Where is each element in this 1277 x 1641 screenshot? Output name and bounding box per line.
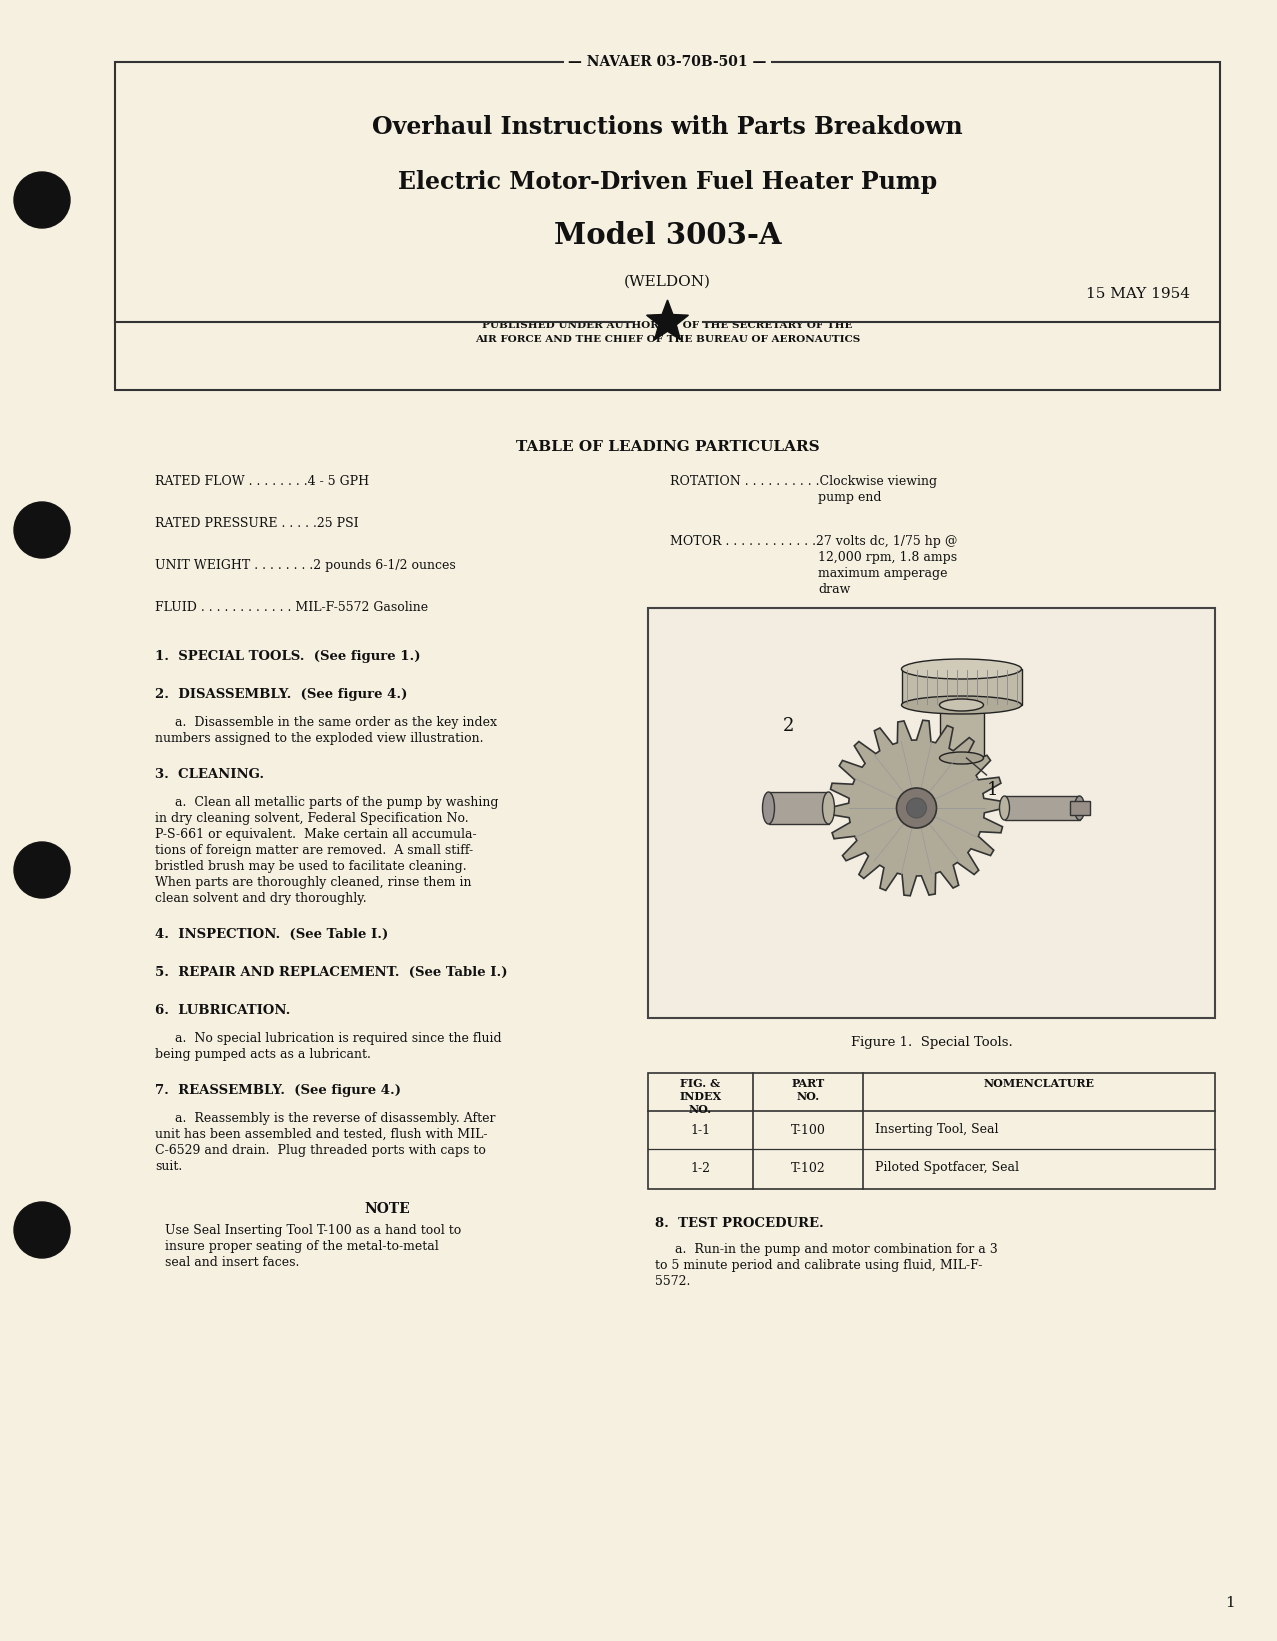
- Text: (WELDON): (WELDON): [624, 276, 711, 289]
- Text: RATED FLOW . . . . . . . .4 - 5 GPH: RATED FLOW . . . . . . . .4 - 5 GPH: [155, 474, 369, 487]
- Text: 15 MAY 1954: 15 MAY 1954: [1085, 287, 1190, 300]
- Text: AIR FORCE AND THE CHIEF OF THE BUREAU OF AERONAUTICS: AIR FORCE AND THE CHIEF OF THE BUREAU OF…: [475, 335, 861, 345]
- Text: FIG. &
INDEX
NO.: FIG. & INDEX NO.: [679, 1078, 722, 1114]
- Text: 5.  REPAIR AND REPLACEMENT.  (See Table I.): 5. REPAIR AND REPLACEMENT. (See Table I.…: [155, 967, 507, 980]
- Text: 1: 1: [987, 781, 999, 799]
- FancyBboxPatch shape: [115, 62, 1220, 391]
- Text: Overhaul Instructions with Parts Breakdown: Overhaul Instructions with Parts Breakdo…: [372, 115, 963, 139]
- Text: unit has been assembled and tested, flush with MIL-: unit has been assembled and tested, flus…: [155, 1127, 488, 1140]
- Ellipse shape: [1074, 796, 1084, 820]
- Text: FLUID . . . . . . . . . . . . MIL-F-5572 Gasoline: FLUID . . . . . . . . . . . . MIL-F-5572…: [155, 601, 428, 614]
- Text: 8.  TEST PROCEDURE.: 8. TEST PROCEDURE.: [655, 1218, 824, 1231]
- Text: insure proper seating of the metal-to-metal: insure proper seating of the metal-to-me…: [165, 1241, 439, 1254]
- Bar: [1070, 801, 1089, 816]
- Text: ROTATION . . . . . . . . . .Clockwise viewing: ROTATION . . . . . . . . . .Clockwise vi…: [670, 474, 937, 487]
- Text: 4.  INSPECTION.  (See Table I.): 4. INSPECTION. (See Table I.): [155, 929, 388, 940]
- Text: P-S-661 or equivalent.  Make certain all accumula-: P-S-661 or equivalent. Make certain all …: [155, 829, 476, 840]
- Ellipse shape: [940, 752, 983, 765]
- Text: Piloted Spotfacer, Seal: Piloted Spotfacer, Seal: [875, 1162, 1019, 1175]
- Text: RATED PRESSURE . . . . .25 PSI: RATED PRESSURE . . . . .25 PSI: [155, 517, 359, 530]
- Circle shape: [14, 502, 70, 558]
- Text: Electric Motor-Driven Fuel Heater Pump: Electric Motor-Driven Fuel Heater Pump: [398, 171, 937, 194]
- Ellipse shape: [902, 660, 1022, 679]
- FancyBboxPatch shape: [647, 609, 1214, 1017]
- Text: seal and insert faces.: seal and insert faces.: [165, 1255, 299, 1268]
- Circle shape: [896, 788, 936, 829]
- Text: 1-2: 1-2: [691, 1162, 710, 1175]
- Text: NOTE: NOTE: [365, 1201, 410, 1216]
- Text: a.  Clean all metallic parts of the pump by washing: a. Clean all metallic parts of the pump …: [155, 796, 498, 809]
- Text: When parts are thoroughly cleaned, rinse them in: When parts are thoroughly cleaned, rinse…: [155, 876, 471, 889]
- Text: maximum amperage: maximum amperage: [819, 568, 948, 579]
- Text: in dry cleaning solvent, Federal Specification No.: in dry cleaning solvent, Federal Specifi…: [155, 812, 469, 825]
- Text: being pumped acts as a lubricant.: being pumped acts as a lubricant.: [155, 1049, 370, 1062]
- Text: 1.  SPECIAL TOOLS.  (See figure 1.): 1. SPECIAL TOOLS. (See figure 1.): [155, 650, 420, 663]
- Text: suit.: suit.: [155, 1160, 183, 1173]
- Text: to 5 minute period and calibrate using fluid, MIL-F-: to 5 minute period and calibrate using f…: [655, 1259, 982, 1272]
- Text: Model 3003-A: Model 3003-A: [554, 220, 782, 249]
- Text: 12,000 rpm, 1.8 amps: 12,000 rpm, 1.8 amps: [819, 551, 958, 565]
- Text: 3.  CLEANING.: 3. CLEANING.: [155, 768, 264, 781]
- Text: 5572.: 5572.: [655, 1275, 691, 1288]
- Circle shape: [14, 842, 70, 898]
- Text: UNIT WEIGHT . . . . . . . .2 pounds 6-1/2 ounces: UNIT WEIGHT . . . . . . . .2 pounds 6-1/…: [155, 560, 456, 573]
- Text: 2: 2: [783, 717, 794, 735]
- Ellipse shape: [822, 793, 834, 824]
- Bar: [769, 793, 829, 824]
- Text: 1-1: 1-1: [691, 1124, 710, 1137]
- Text: clean solvent and dry thoroughly.: clean solvent and dry thoroughly.: [155, 893, 366, 904]
- Text: 7.  REASSEMBLY.  (See figure 4.): 7. REASSEMBLY. (See figure 4.): [155, 1085, 401, 1096]
- Text: tions of foreign matter are removed.  A small stiff-: tions of foreign matter are removed. A s…: [155, 843, 472, 857]
- Text: pump end: pump end: [819, 491, 881, 504]
- Text: 6.  LUBRICATION.: 6. LUBRICATION.: [155, 1004, 290, 1017]
- Text: T-100: T-100: [790, 1124, 825, 1137]
- Bar: [902, 670, 1022, 706]
- Text: a.  Reassembly is the reverse of disassembly. After: a. Reassembly is the reverse of disassem…: [155, 1113, 495, 1126]
- Ellipse shape: [1000, 796, 1010, 820]
- Text: numbers assigned to the exploded view illustration.: numbers assigned to the exploded view il…: [155, 732, 484, 745]
- Text: Figure 1.  Special Tools.: Figure 1. Special Tools.: [850, 1035, 1013, 1049]
- Ellipse shape: [940, 699, 983, 711]
- Circle shape: [14, 1201, 70, 1259]
- Text: Inserting Tool, Seal: Inserting Tool, Seal: [875, 1124, 999, 1137]
- Text: 1: 1: [1225, 1597, 1235, 1610]
- Text: bristled brush may be used to facilitate cleaning.: bristled brush may be used to facilitate…: [155, 860, 466, 873]
- Text: PUBLISHED UNDER AUTHORITY OF THE SECRETARY OF THE: PUBLISHED UNDER AUTHORITY OF THE SECRETA…: [483, 320, 853, 330]
- Text: TABLE OF LEADING PARTICULARS: TABLE OF LEADING PARTICULARS: [516, 440, 820, 455]
- Text: NOMENCLATURE: NOMENCLATURE: [983, 1078, 1094, 1090]
- Bar: [1005, 796, 1079, 820]
- Text: MOTOR . . . . . . . . . . . .27 volts dc, 1/75 hp @: MOTOR . . . . . . . . . . . .27 volts dc…: [670, 535, 958, 548]
- Text: T-102: T-102: [790, 1162, 825, 1175]
- Text: draw: draw: [819, 583, 850, 596]
- Text: 2.  DISASSEMBLY.  (See figure 4.): 2. DISASSEMBLY. (See figure 4.): [155, 688, 407, 701]
- Text: a.  Disassemble in the same order as the key index: a. Disassemble in the same order as the …: [155, 715, 497, 729]
- Text: PART
NO.: PART NO.: [792, 1078, 825, 1101]
- Text: a.  Run-in the pump and motor combination for a 3: a. Run-in the pump and motor combination…: [655, 1242, 997, 1255]
- Text: a.  No special lubrication is required since the fluid: a. No special lubrication is required si…: [155, 1032, 502, 1045]
- Polygon shape: [829, 720, 1005, 896]
- Ellipse shape: [762, 793, 774, 824]
- Circle shape: [907, 798, 927, 817]
- Text: Use Seal Inserting Tool T-100 as a hand tool to: Use Seal Inserting Tool T-100 as a hand …: [165, 1224, 461, 1237]
- Circle shape: [14, 172, 70, 228]
- Ellipse shape: [902, 696, 1022, 714]
- Text: C-6529 and drain.  Plug threaded ports with caps to: C-6529 and drain. Plug threaded ports wi…: [155, 1144, 485, 1157]
- Text: — NAVAER 03-70B-501 —: — NAVAER 03-70B-501 —: [568, 56, 766, 69]
- Polygon shape: [646, 300, 688, 340]
- Bar: [940, 701, 983, 758]
- FancyBboxPatch shape: [647, 1073, 1214, 1190]
